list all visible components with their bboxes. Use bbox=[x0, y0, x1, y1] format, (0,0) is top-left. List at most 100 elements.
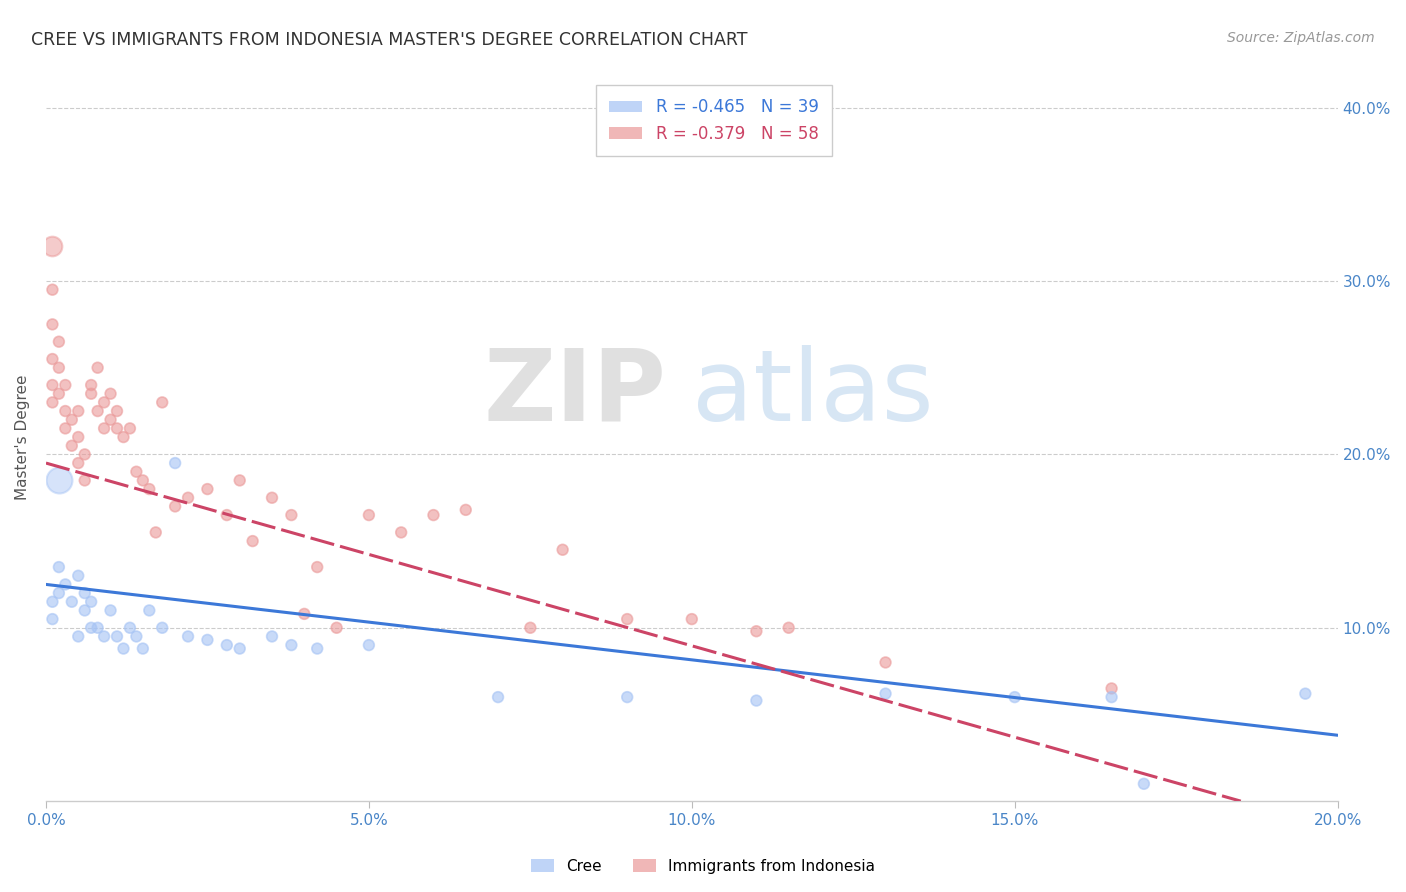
Point bbox=[215, 508, 238, 522]
Point bbox=[48, 386, 70, 401]
Point bbox=[41, 239, 63, 253]
Text: atlas: atlas bbox=[692, 345, 934, 442]
Point bbox=[280, 508, 302, 522]
Point bbox=[41, 612, 63, 626]
Point bbox=[307, 641, 329, 656]
Point bbox=[60, 595, 83, 609]
Point bbox=[93, 629, 115, 643]
Point bbox=[118, 621, 141, 635]
Point bbox=[875, 687, 897, 701]
Point bbox=[125, 465, 148, 479]
Point bbox=[132, 474, 155, 488]
Point bbox=[67, 404, 90, 418]
Point bbox=[616, 690, 638, 705]
Point bbox=[93, 421, 115, 435]
Point bbox=[138, 603, 160, 617]
Point bbox=[519, 621, 541, 635]
Text: Source: ZipAtlas.com: Source: ZipAtlas.com bbox=[1227, 31, 1375, 45]
Point bbox=[145, 525, 167, 540]
Point bbox=[165, 500, 187, 514]
Point bbox=[60, 413, 83, 427]
Point bbox=[681, 612, 703, 626]
Point bbox=[86, 621, 108, 635]
Point bbox=[73, 586, 96, 600]
Point bbox=[53, 404, 76, 418]
Point bbox=[215, 638, 238, 652]
Point bbox=[41, 378, 63, 392]
Point bbox=[165, 456, 187, 470]
Point bbox=[150, 621, 173, 635]
Point bbox=[1101, 681, 1123, 696]
Point bbox=[67, 456, 90, 470]
Point bbox=[80, 386, 103, 401]
Point bbox=[48, 586, 70, 600]
Point bbox=[48, 560, 70, 574]
Point bbox=[177, 629, 200, 643]
Point bbox=[41, 283, 63, 297]
Point bbox=[228, 474, 250, 488]
Point bbox=[745, 624, 768, 639]
Point bbox=[80, 378, 103, 392]
Point bbox=[150, 395, 173, 409]
Point bbox=[125, 629, 148, 643]
Point bbox=[132, 641, 155, 656]
Point bbox=[118, 421, 141, 435]
Point bbox=[53, 421, 76, 435]
Point bbox=[1133, 777, 1156, 791]
Point bbox=[67, 629, 90, 643]
Point bbox=[616, 612, 638, 626]
Point bbox=[80, 595, 103, 609]
Point bbox=[486, 690, 509, 705]
Point bbox=[41, 595, 63, 609]
Y-axis label: Master's Degree: Master's Degree bbox=[15, 375, 30, 500]
Point bbox=[67, 430, 90, 444]
Point bbox=[551, 542, 574, 557]
Point bbox=[67, 568, 90, 582]
Point bbox=[778, 621, 800, 635]
Point bbox=[325, 621, 347, 635]
Point bbox=[1294, 687, 1316, 701]
Legend: R = -0.465   N = 39, R = -0.379   N = 58: R = -0.465 N = 39, R = -0.379 N = 58 bbox=[596, 85, 832, 156]
Point bbox=[228, 641, 250, 656]
Point bbox=[93, 395, 115, 409]
Point bbox=[357, 638, 380, 652]
Point bbox=[105, 421, 128, 435]
Point bbox=[177, 491, 200, 505]
Point bbox=[138, 482, 160, 496]
Point bbox=[242, 534, 264, 549]
Point bbox=[60, 439, 83, 453]
Point bbox=[745, 693, 768, 707]
Point bbox=[73, 447, 96, 461]
Point bbox=[260, 491, 283, 505]
Point bbox=[357, 508, 380, 522]
Point bbox=[875, 656, 897, 670]
Point bbox=[454, 503, 477, 517]
Point bbox=[100, 413, 122, 427]
Point bbox=[86, 360, 108, 375]
Point bbox=[53, 577, 76, 591]
Point bbox=[100, 603, 122, 617]
Point bbox=[105, 629, 128, 643]
Point bbox=[197, 482, 219, 496]
Point bbox=[197, 632, 219, 647]
Point bbox=[100, 386, 122, 401]
Point bbox=[292, 607, 315, 621]
Point bbox=[1101, 690, 1123, 705]
Text: CREE VS IMMIGRANTS FROM INDONESIA MASTER'S DEGREE CORRELATION CHART: CREE VS IMMIGRANTS FROM INDONESIA MASTER… bbox=[31, 31, 748, 49]
Point bbox=[1004, 690, 1026, 705]
Point bbox=[280, 638, 302, 652]
Point bbox=[73, 603, 96, 617]
Point bbox=[86, 404, 108, 418]
Point bbox=[41, 395, 63, 409]
Point bbox=[48, 360, 70, 375]
Point bbox=[53, 378, 76, 392]
Point bbox=[48, 334, 70, 349]
Text: ZIP: ZIP bbox=[484, 345, 666, 442]
Point bbox=[112, 641, 135, 656]
Point bbox=[105, 404, 128, 418]
Point bbox=[307, 560, 329, 574]
Point bbox=[389, 525, 412, 540]
Point bbox=[73, 474, 96, 488]
Point bbox=[260, 629, 283, 643]
Point bbox=[80, 621, 103, 635]
